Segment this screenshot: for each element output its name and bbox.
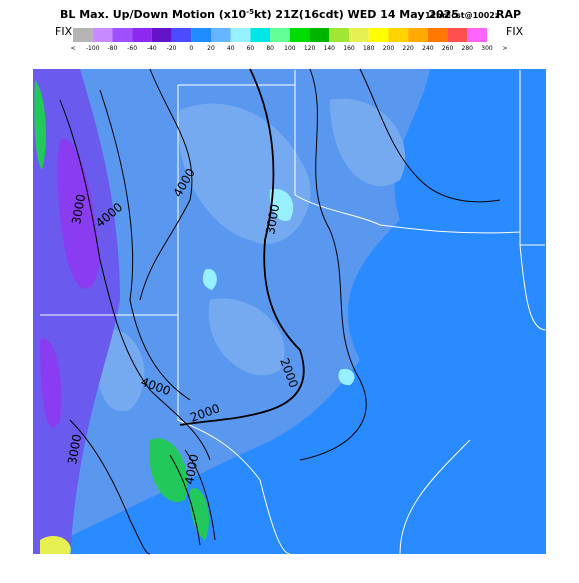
colorbar-swatch — [427, 28, 448, 42]
colorbar-swatch — [171, 28, 192, 42]
shaded-region — [33, 69, 120, 554]
shaded-region — [34, 80, 210, 540]
colorbar-swatch — [112, 28, 133, 42]
colorbar-label: 220 — [402, 45, 414, 52]
colorbar-swatch — [191, 28, 211, 42]
fix-label: FIX — [55, 25, 73, 38]
colorbar-label: -60 — [127, 45, 137, 52]
fix-label: FIX — [506, 25, 524, 38]
contours — [59, 68, 501, 555]
colorbar-label: 60 — [247, 45, 255, 52]
colorbar-swatch — [329, 28, 349, 42]
colorbar-label: -100 — [86, 45, 100, 52]
colorbar-swatch — [132, 28, 152, 42]
colorbar-swatch — [467, 28, 487, 42]
colorbar-label: 0 — [189, 45, 193, 52]
colorbar-label: < — [70, 45, 75, 52]
title-part: BL Max. Up/Down Motion (x10 — [60, 8, 247, 21]
colorbar-swatch — [368, 28, 389, 42]
colorbar-label: 300 — [481, 45, 493, 52]
colorbar-label: -40 — [147, 45, 157, 52]
colorbar-swatch — [408, 28, 428, 42]
shaded-region — [40, 535, 71, 554]
colorbar-label: 20 — [207, 45, 215, 52]
map: 3000 4000 4000 3000 2000 4000 2000 3000 … — [33, 68, 547, 555]
colorbar-label: 80 — [266, 45, 274, 52]
colorbar-swatch — [211, 28, 231, 42]
shaded-region — [96, 98, 406, 412]
colorbar-swatch — [289, 28, 310, 42]
colorbar-swatch — [92, 28, 113, 42]
borders — [40, 70, 547, 555]
title-exponent: -5 — [246, 8, 254, 16]
contour-label: 3000 — [69, 193, 88, 226]
forecast-label: 12hrFcst@1002z — [425, 11, 500, 20]
colorbar-swatch — [250, 28, 271, 42]
colorbar-swatch — [309, 28, 330, 42]
colorbar-label: 280 — [462, 45, 474, 52]
colorbar-label: 140 — [324, 45, 336, 52]
colorbar-swatch — [230, 28, 251, 42]
colorbar-label: 40 — [227, 45, 235, 52]
contour-label: 3000 — [65, 433, 84, 466]
colorbar-label: -80 — [108, 45, 118, 52]
colorbar-label: -20 — [167, 45, 177, 52]
colorbar-swatch — [151, 28, 172, 42]
colorbar-swatch — [73, 28, 93, 42]
colorbar-swatch — [388, 28, 409, 42]
title-part: kt) 21Z(16cdt) WED 14 May 2025 — [254, 8, 459, 21]
colorbar-label: 120 — [304, 45, 316, 52]
colorbar-label: 100 — [284, 45, 296, 52]
colorbar-swatch — [270, 28, 290, 42]
colorbar-swatch — [447, 28, 468, 42]
colorbar-label: 200 — [383, 45, 395, 52]
title: BL Max. Up/Down Motion (x10-5kt) 21Z(16c… — [60, 8, 459, 21]
colorbar-label: 180 — [363, 45, 375, 52]
model-label: RAP — [496, 8, 521, 21]
colorbar: < -100 -80 -60 -40 -20 0 20 40 60 80 100 120 140 160 18… — [70, 28, 508, 52]
colorbar-label: 260 — [442, 45, 454, 52]
colorbar-label: 160 — [343, 45, 355, 52]
colorbar-label: 240 — [422, 45, 434, 52]
colorbar-swatch — [349, 28, 369, 42]
contour-label: 4000 — [182, 453, 201, 486]
contour-label: 3000 — [263, 203, 282, 236]
colorbar-label: > — [502, 45, 507, 52]
shaded-region — [40, 139, 100, 428]
